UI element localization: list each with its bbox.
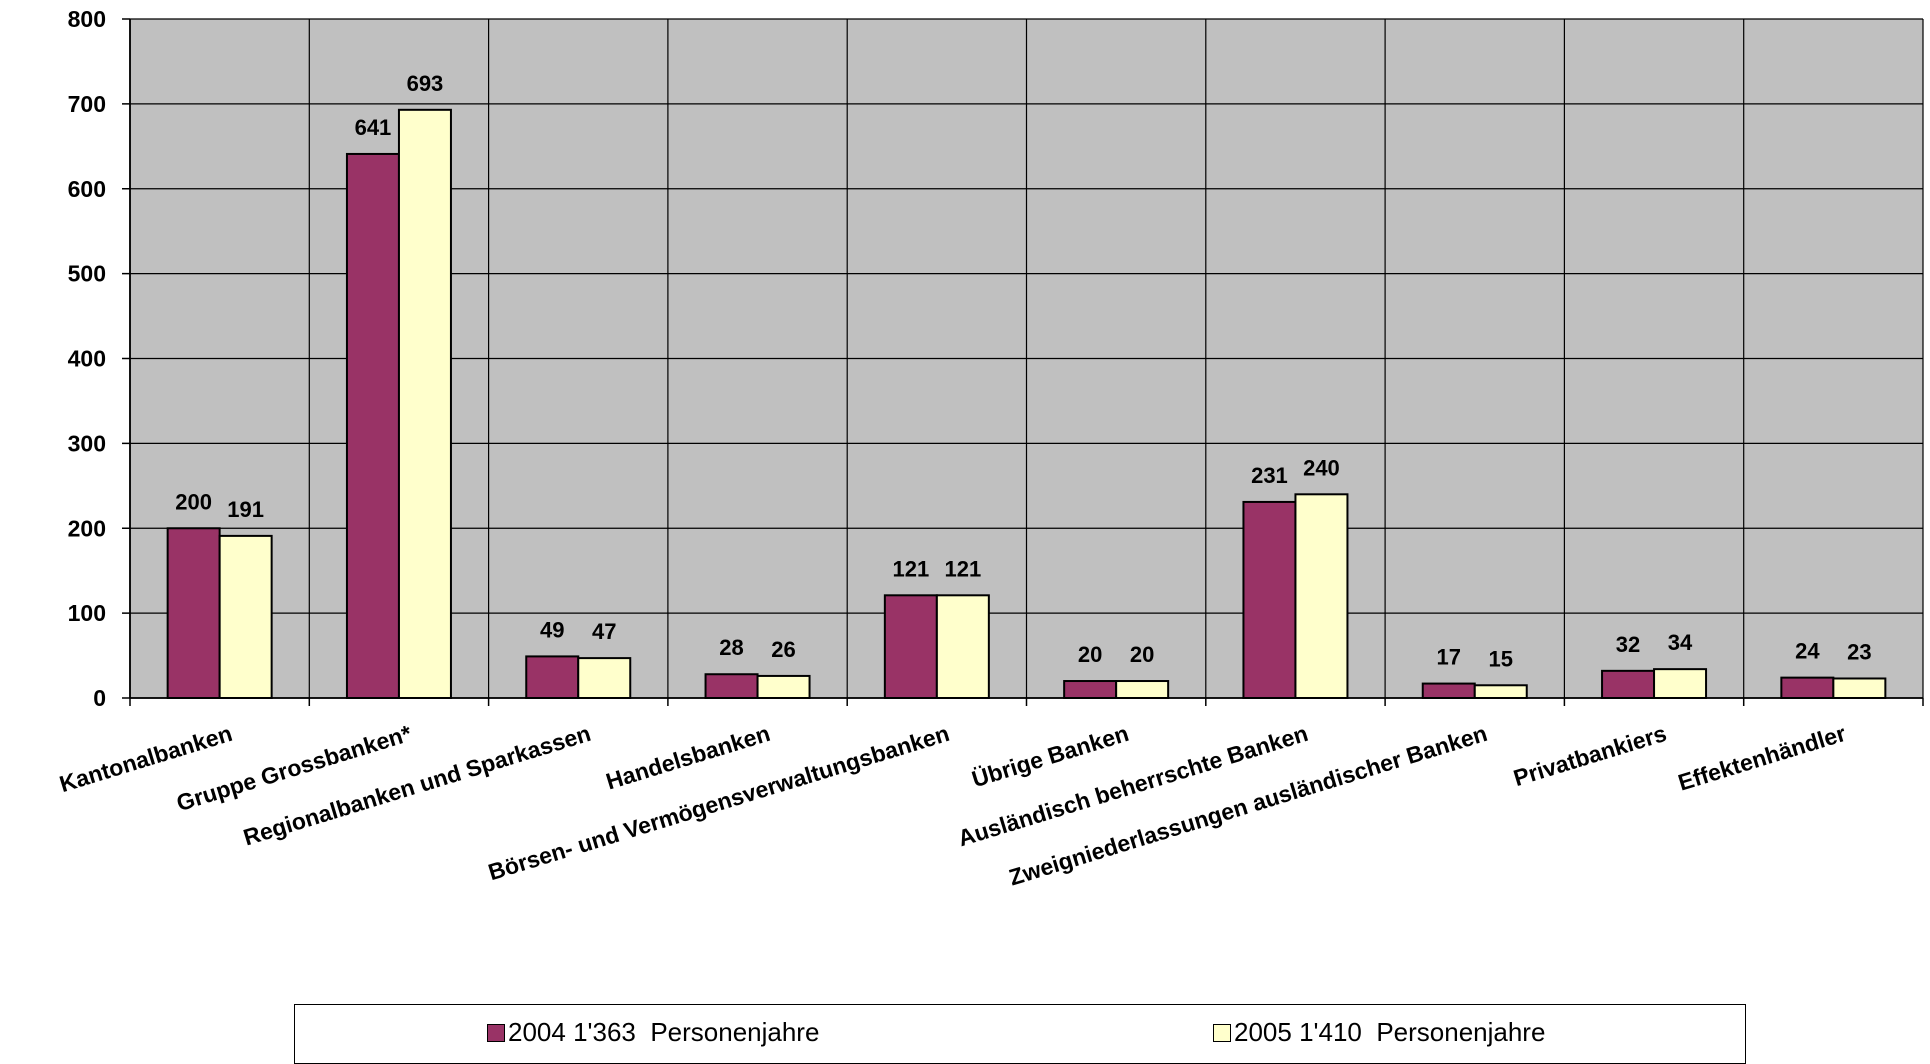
y-tick-label: 200 [68, 515, 106, 541]
legend: 2004 1'363 Personenjahre 2005 1'410 Pers… [294, 1004, 1746, 1064]
data-label: 17 [1437, 645, 1461, 670]
y-tick-label: 800 [68, 6, 106, 32]
bar-2005 [577, 657, 632, 700]
data-labels: 200 191 641 693 49 47 28 26 121 121 20 20 231 240 17 15… [175, 71, 1871, 671]
data-label: 49 [540, 617, 564, 642]
y-tick-label: 400 [68, 346, 106, 372]
bar-2005 [1653, 668, 1708, 700]
x-category-label: Regionalbanken und Sparkassen [240, 720, 594, 851]
bar-2005 [1294, 493, 1349, 699]
y-tick-label: 600 [68, 176, 106, 202]
data-label: 20 [1130, 642, 1154, 667]
bar-2004 [1601, 669, 1656, 700]
bar-2005 [1473, 684, 1528, 699]
data-label: 693 [407, 71, 444, 96]
bar-2005 [397, 108, 452, 700]
legend-swatch-2005 [1213, 1023, 1231, 1042]
data-label: 34 [1668, 630, 1693, 655]
y-tick-label: 300 [68, 430, 106, 456]
data-label: 200 [175, 489, 212, 514]
data-label: 24 [1795, 639, 1820, 664]
bar-2005 [218, 534, 273, 699]
bar-2004 [1063, 680, 1118, 700]
bar-2004 [525, 655, 580, 700]
bar-2004 [1780, 676, 1835, 700]
legend-label-2004: 2004 1'363 Personenjahre [508, 1017, 820, 1047]
data-label: 121 [892, 556, 929, 581]
data-label: 23 [1847, 639, 1871, 664]
data-label: 32 [1616, 632, 1640, 657]
data-label: 15 [1489, 646, 1513, 671]
legend-label-2005: 2005 1'410 Personenjahre [1234, 1017, 1546, 1047]
data-label: 121 [944, 556, 981, 581]
bars [166, 108, 1887, 700]
bar-2004 [1242, 500, 1297, 699]
y-tick-label: 700 [68, 91, 106, 117]
bar-2005 [756, 674, 811, 699]
y-tick-label: 0 [93, 685, 106, 711]
bar-2004 [345, 152, 400, 700]
bar-2004 [1421, 682, 1476, 699]
legend-item-2004: 2004 1'363 Personenjahre [487, 1017, 819, 1048]
x-category-label: Privatbankiers [1510, 720, 1669, 791]
data-label: 20 [1078, 642, 1102, 667]
legend-swatch-2004 [487, 1023, 505, 1042]
bar-2004 [166, 527, 221, 699]
data-label: 28 [719, 635, 743, 660]
x-category-label: Effektenhändler [1675, 720, 1849, 796]
data-label: 231 [1251, 463, 1288, 488]
data-label: 240 [1303, 455, 1340, 480]
data-label: 26 [771, 637, 795, 662]
data-label: 641 [355, 115, 392, 140]
data-label: 47 [592, 619, 616, 644]
bar-2005 [1832, 677, 1887, 700]
data-label: 191 [227, 497, 264, 522]
bar-2004 [704, 673, 759, 699]
bar-2004 [883, 594, 938, 700]
y-tick-label: 500 [68, 261, 106, 287]
bar-2005 [935, 594, 990, 700]
y-tick-label: 100 [68, 600, 106, 626]
legend-item-2005: 2005 1'410 Personenjahre [1213, 1017, 1545, 1048]
bar-2005 [1115, 680, 1170, 700]
